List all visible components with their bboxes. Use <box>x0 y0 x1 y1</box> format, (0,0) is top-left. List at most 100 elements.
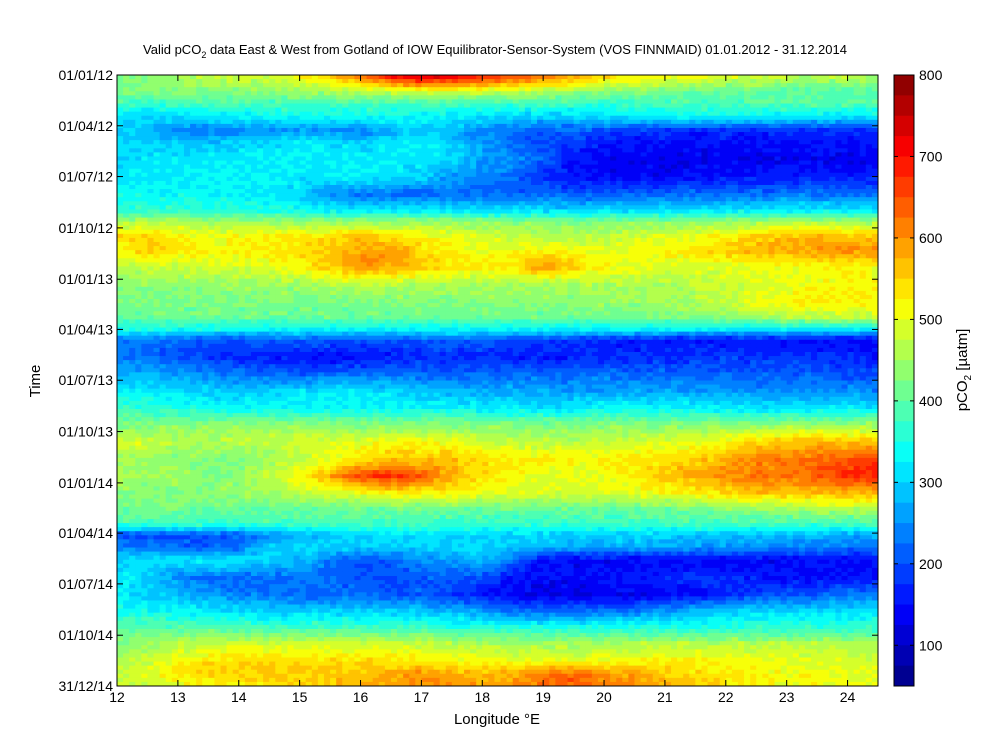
heatmap-cell <box>165 225 173 231</box>
heatmap-cell <box>573 87 581 92</box>
heatmap-cell <box>597 205 605 211</box>
heatmap-cell <box>390 193 398 198</box>
heatmap-cell <box>117 111 124 117</box>
heatmap-cell <box>220 180 228 186</box>
heatmap-cell <box>250 111 258 117</box>
heatmap-cell <box>658 164 666 170</box>
heatmap-cell <box>269 225 276 231</box>
heatmap-cell <box>555 225 563 231</box>
heatmap-cell <box>537 189 544 194</box>
heatmap-cell <box>841 83 849 88</box>
heatmap-cell <box>731 213 739 219</box>
heatmap-cell <box>257 91 264 96</box>
heatmap-cell <box>196 119 203 125</box>
heatmap-cell <box>360 111 368 117</box>
heatmap-cell <box>427 180 435 186</box>
heatmap-cell <box>269 172 276 178</box>
heatmap-cell <box>403 156 410 162</box>
heatmap-cell <box>585 115 593 121</box>
heatmap-cell <box>238 103 246 109</box>
heatmap-cell <box>750 205 757 211</box>
heatmap-cell <box>506 164 514 170</box>
heatmap-cell <box>147 184 155 190</box>
heatmap-cell <box>768 164 776 170</box>
heatmap-cell <box>457 193 465 198</box>
heatmap-cell <box>622 160 629 166</box>
heatmap-cell <box>579 152 587 158</box>
heatmap-cell <box>512 83 520 88</box>
heatmap-cell <box>731 103 739 109</box>
heatmap-cell <box>689 201 696 206</box>
heatmap-cell <box>488 189 496 194</box>
heatmap-cell <box>378 213 386 219</box>
heatmap-cell <box>488 217 496 223</box>
heatmap-cell <box>177 115 185 121</box>
heatmap-cell <box>117 168 124 174</box>
heatmap-cell <box>232 221 240 227</box>
heatmap-cell <box>555 115 563 121</box>
heatmap-cell <box>488 233 496 239</box>
heatmap-cell <box>403 83 410 88</box>
heatmap-cell <box>439 99 447 105</box>
heatmap-cell <box>464 140 471 145</box>
heatmap-cell <box>707 123 715 129</box>
heatmap-cell <box>683 87 690 92</box>
heatmap-cell <box>214 213 222 219</box>
heatmap-cell <box>232 115 240 121</box>
heatmap-cell <box>196 176 203 182</box>
heatmap-cell <box>287 209 295 215</box>
heatmap-cell <box>512 160 520 166</box>
heatmap-cell <box>707 91 715 96</box>
heatmap-cell <box>823 201 830 206</box>
heatmap-cell <box>683 213 690 219</box>
heatmap-cell <box>871 75 878 80</box>
heatmap-cell <box>731 233 739 239</box>
heatmap-cell <box>823 132 830 137</box>
heatmap-cell <box>549 127 556 133</box>
heatmap-cell <box>159 201 167 206</box>
heatmap-cell <box>372 79 380 84</box>
heatmap-cell <box>762 119 770 125</box>
heatmap-cell <box>859 197 867 202</box>
heatmap-cell <box>445 164 453 170</box>
heatmap-cell <box>530 189 538 194</box>
heatmap-cell <box>196 103 203 109</box>
heatmap-cell <box>731 119 739 125</box>
heatmap-cell <box>585 221 593 227</box>
heatmap-cell <box>238 180 246 186</box>
heatmap-cell <box>311 233 319 239</box>
heatmap-cell <box>214 140 222 145</box>
heatmap-cell <box>859 229 867 235</box>
heatmap-cell <box>634 225 642 231</box>
heatmap-cell <box>311 75 319 80</box>
heatmap-cell <box>208 115 216 121</box>
heatmap-cell <box>871 107 878 113</box>
heatmap-cell <box>366 127 374 133</box>
heatmap-cell <box>196 213 203 219</box>
heatmap-cell <box>476 168 483 174</box>
heatmap-cell <box>561 152 569 158</box>
heatmap-cell <box>317 132 325 137</box>
heatmap-cell <box>165 233 173 239</box>
heatmap-cell <box>232 233 240 239</box>
heatmap-cell <box>323 213 331 219</box>
heatmap-cell <box>622 111 629 117</box>
heatmap-cell <box>257 180 264 186</box>
heatmap-cell <box>744 99 751 105</box>
heatmap-cell <box>238 99 246 105</box>
heatmap-cell <box>366 205 374 211</box>
heatmap-cell <box>269 209 276 215</box>
heatmap-cell <box>257 189 264 194</box>
heatmap-cell <box>171 217 179 223</box>
heatmap-cell <box>780 160 788 166</box>
heatmap-cell <box>640 213 648 219</box>
heatmap-cell <box>451 164 459 170</box>
heatmap-cell <box>250 123 258 129</box>
heatmap-cell <box>470 103 477 109</box>
heatmap-cell <box>390 144 398 149</box>
heatmap-cell <box>378 107 386 113</box>
heatmap-cell <box>451 119 459 125</box>
heatmap-cell <box>244 205 252 211</box>
heatmap-cell <box>652 83 660 88</box>
heatmap-cell <box>348 75 356 80</box>
